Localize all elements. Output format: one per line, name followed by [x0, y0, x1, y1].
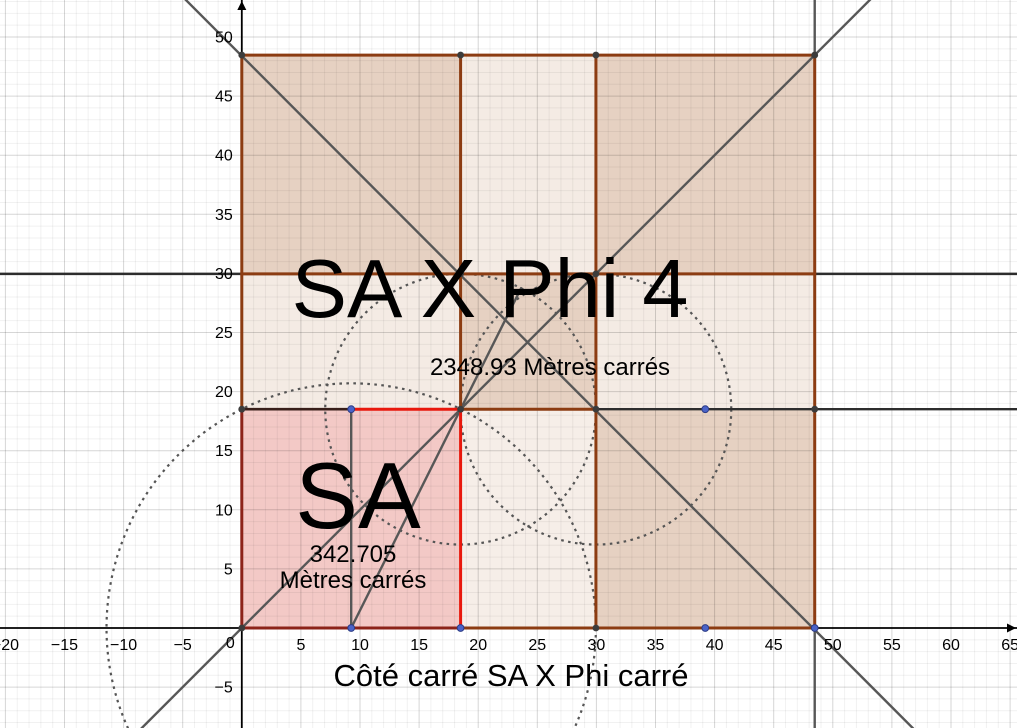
y-tick-label: 35: [215, 207, 233, 224]
point-y18-x0[interactable]: [238, 405, 246, 413]
x-tick-label: 50: [824, 637, 842, 654]
x-tick-label: 45: [765, 637, 783, 654]
point-y30-x30[interactable]: [592, 270, 600, 278]
point-top-right[interactable]: [811, 51, 819, 59]
cell-mid-left: [241, 273, 461, 410]
y-tick-label: 50: [215, 30, 233, 47]
x-tick-label: 5: [296, 637, 305, 654]
point-y18-x30[interactable]: [592, 405, 600, 413]
point-y30-x18[interactable]: [457, 270, 464, 278]
y-tick-label: 30: [215, 266, 233, 283]
point-x39-y0[interactable]: [701, 624, 710, 632]
point-top-x30[interactable]: [592, 51, 600, 59]
x-axis-arrow: [1007, 623, 1016, 633]
y-tick-label: 25: [215, 325, 233, 342]
label-sa-phi4-area[interactable]: 2348.93 Mètres carrés: [430, 354, 670, 381]
point-top-left[interactable]: [238, 51, 246, 59]
point-bottom-right[interactable]: [810, 624, 819, 632]
y-tick-label: 40: [215, 148, 233, 165]
diagonal-descending: [184, 0, 915, 728]
x-tick-label: 55: [883, 637, 901, 654]
x-tick-label: 10: [351, 637, 369, 654]
x-tick-label: −10: [110, 637, 137, 654]
y-tick-label: 15: [215, 443, 233, 460]
y-tick-label: 10: [215, 502, 233, 519]
origin-label: 0: [226, 635, 235, 652]
point-origin[interactable]: [238, 624, 246, 632]
point-x30-y0[interactable]: [592, 624, 600, 632]
cell-bottom-middle: [460, 409, 596, 628]
point-sa-bottom-right[interactable]: [456, 624, 465, 632]
diagonal-ascending: [140, 0, 872, 728]
x-tick-label: −20: [0, 637, 19, 654]
x-tick-label: 65: [1001, 637, 1017, 654]
y-axis-arrow: [237, 1, 247, 10]
point-sa-bottom-mid[interactable]: [347, 624, 356, 632]
y-tick-label: −5: [215, 680, 233, 697]
label-sa-area-unit[interactable]: Mètres carrés: [280, 567, 427, 594]
x-tick-label: 15: [410, 637, 428, 654]
cell-mid-right: [595, 273, 815, 410]
caption[interactable]: Côté carré SA X Phi carré: [334, 658, 689, 693]
x-tick-label: 25: [528, 637, 546, 654]
x-tick-label: 20: [469, 637, 487, 654]
cell-top-middle: [460, 55, 596, 274]
y-tick-label: 5: [224, 561, 233, 578]
point-y18-x39[interactable]: [701, 405, 710, 414]
x-tick-label: 40: [706, 637, 724, 654]
point-y18-x48[interactable]: [811, 405, 819, 413]
label-sa-phi4[interactable]: SA X Phi 4: [292, 242, 689, 335]
x-tick-label: −15: [51, 637, 78, 654]
point-sa-top-right[interactable]: [457, 405, 464, 413]
point-top-x18[interactable]: [457, 51, 464, 59]
y-tick-label: 20: [215, 384, 233, 401]
x-tick-label: 60: [942, 637, 960, 654]
x-tick-label: 35: [647, 637, 665, 654]
x-tick-label: 30: [588, 637, 606, 654]
y-tick-label: 45: [215, 89, 233, 106]
point-sa-top-mid[interactable]: [347, 405, 356, 414]
label-sa[interactable]: SA: [295, 443, 421, 548]
label-sa-area-value[interactable]: 342.705: [310, 541, 397, 568]
x-tick-label: −5: [174, 637, 192, 654]
segment-midpoint-corner: [349, 286, 523, 630]
